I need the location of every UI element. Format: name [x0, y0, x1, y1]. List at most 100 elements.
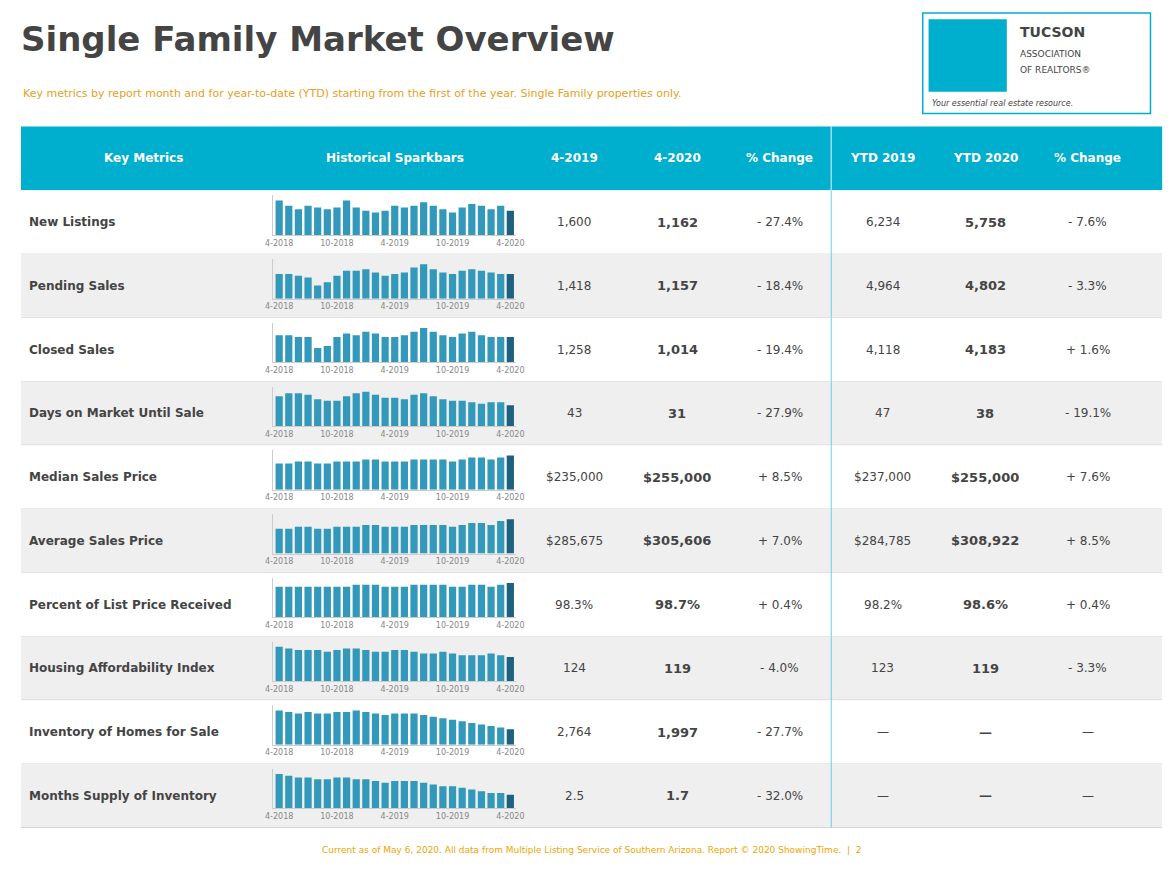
svg-text:YTD 2019: YTD 2019: [850, 151, 915, 165]
svg-text:4-2020: 4-2020: [496, 366, 524, 375]
svg-text:1,997: 1,997: [657, 725, 698, 740]
svg-text:4-2019: 4-2019: [381, 430, 409, 439]
svg-text:+ 8.5%: + 8.5%: [758, 470, 802, 484]
svg-text:—: —: [877, 725, 889, 739]
svg-text:Months Supply of Inventory: Months Supply of Inventory: [29, 789, 217, 803]
svg-text:4-2018: 4-2018: [265, 812, 293, 821]
svg-text:4-2019: 4-2019: [381, 493, 409, 502]
svg-text:2.5: 2.5: [565, 789, 584, 803]
svg-text:10-2018: 10-2018: [320, 430, 353, 439]
svg-text:- 18.4%: - 18.4%: [757, 279, 803, 293]
svg-text:10-2019: 10-2019: [436, 493, 469, 502]
svg-text:4,183: 4,183: [965, 342, 1006, 357]
svg-text:4-2018: 4-2018: [265, 621, 293, 630]
svg-text:47: 47: [875, 406, 890, 420]
svg-text:- 27.4%: - 27.4%: [757, 215, 803, 229]
svg-text:123: 123: [871, 661, 894, 675]
svg-text:- 27.9%: - 27.9%: [757, 406, 803, 420]
svg-text:10-2019: 10-2019: [436, 366, 469, 375]
svg-text:- 32.0%: - 32.0%: [757, 789, 803, 803]
svg-text:10-2019: 10-2019: [436, 557, 469, 566]
svg-text:Pending Sales: Pending Sales: [29, 279, 125, 293]
svg-text:4-2018: 4-2018: [265, 302, 293, 311]
svg-text:- 27.7%: - 27.7%: [757, 725, 803, 739]
svg-text:4-2019: 4-2019: [381, 685, 409, 694]
svg-text:4-2020: 4-2020: [496, 557, 524, 566]
svg-text:Average Sales Price: Average Sales Price: [29, 534, 163, 548]
svg-text:4-2020: 4-2020: [496, 302, 524, 311]
svg-text:+ 0.4%: + 0.4%: [758, 598, 802, 612]
svg-text:98.7%: 98.7%: [655, 597, 700, 612]
svg-text:4-2020: 4-2020: [496, 812, 524, 821]
svg-text:Key Metrics: Key Metrics: [104, 151, 183, 165]
svg-text:- 4.0%: - 4.0%: [760, 661, 799, 675]
svg-text:+ 0.4%: + 0.4%: [1066, 598, 1110, 612]
svg-text:4-2018: 4-2018: [265, 239, 293, 248]
svg-text:$308,922: $308,922: [951, 533, 1019, 548]
svg-text:98.6%: 98.6%: [963, 597, 1008, 612]
svg-text:New Listings: New Listings: [29, 215, 115, 229]
svg-text:10-2019: 10-2019: [436, 302, 469, 311]
svg-text:4-2018: 4-2018: [265, 748, 293, 757]
svg-text:Inventory of Homes for Sale: Inventory of Homes for Sale: [29, 725, 219, 739]
svg-text:Closed Sales: Closed Sales: [29, 343, 114, 357]
svg-text:Housing Affordability Index: Housing Affordability Index: [29, 661, 215, 675]
svg-text:10-2018: 10-2018: [320, 302, 353, 311]
svg-text:% Change: % Change: [746, 151, 813, 165]
svg-text:10-2018: 10-2018: [320, 812, 353, 821]
svg-text:- 7.6%: - 7.6%: [1068, 215, 1107, 229]
svg-text:- 3.3%: - 3.3%: [1068, 661, 1107, 675]
svg-text:Percent of List Price Received: Percent of List Price Received: [29, 598, 232, 612]
svg-text:4,802: 4,802: [965, 278, 1006, 293]
svg-text:4-2019: 4-2019: [381, 239, 409, 248]
svg-text:1,418: 1,418: [557, 279, 591, 293]
svg-text:2,764: 2,764: [557, 725, 591, 739]
svg-text:1.7: 1.7: [666, 788, 689, 803]
svg-text:—: —: [877, 789, 889, 803]
svg-text:4-2020: 4-2020: [496, 748, 524, 757]
svg-text:31: 31: [668, 406, 686, 421]
svg-text:1,014: 1,014: [657, 342, 698, 357]
svg-text:4-2019: 4-2019: [381, 812, 409, 821]
svg-text:10-2018: 10-2018: [320, 493, 353, 502]
svg-text:Current as of May 6, 2020. All: Current as of May 6, 2020. All data from…: [322, 845, 861, 855]
svg-text:10-2018: 10-2018: [320, 685, 353, 694]
svg-text:10-2018: 10-2018: [320, 239, 353, 248]
svg-text:4-2019: 4-2019: [551, 151, 598, 165]
svg-text:$255,000: $255,000: [951, 470, 1019, 485]
svg-text:4-2020: 4-2020: [496, 621, 524, 630]
svg-text:4,118: 4,118: [866, 343, 900, 357]
svg-text:124: 124: [563, 661, 586, 675]
svg-text:5,758: 5,758: [965, 215, 1006, 230]
svg-text:Historical Sparkbars: Historical Sparkbars: [326, 151, 464, 165]
svg-text:4-2019: 4-2019: [381, 366, 409, 375]
svg-text:119: 119: [664, 661, 691, 676]
svg-text:—: —: [1082, 789, 1094, 803]
svg-text:4-2019: 4-2019: [381, 621, 409, 630]
svg-text:119: 119: [972, 661, 999, 676]
svg-text:10-2018: 10-2018: [320, 621, 353, 630]
svg-text:$237,000: $237,000: [854, 470, 911, 484]
svg-text:Key metrics by report month an: Key metrics by report month and for year…: [23, 87, 681, 100]
svg-text:1,157: 1,157: [657, 278, 698, 293]
svg-text:+ 7.0%: + 7.0%: [758, 534, 802, 548]
svg-text:- 19.4%: - 19.4%: [757, 343, 803, 357]
svg-text:Median Sales Price: Median Sales Price: [29, 470, 157, 484]
svg-text:$284,785: $284,785: [854, 534, 911, 548]
svg-text:10-2019: 10-2019: [436, 685, 469, 694]
svg-text:1,258: 1,258: [557, 343, 591, 357]
svg-text:—: —: [979, 788, 992, 803]
svg-text:- 19.1%: - 19.1%: [1065, 406, 1111, 420]
svg-text:10-2019: 10-2019: [436, 430, 469, 439]
svg-text:4,964: 4,964: [866, 279, 900, 293]
svg-text:$255,000: $255,000: [643, 470, 711, 485]
svg-text:4-2019: 4-2019: [381, 748, 409, 757]
svg-text:10-2019: 10-2019: [436, 812, 469, 821]
svg-text:+ 1.6%: + 1.6%: [1066, 343, 1110, 357]
svg-text:10-2018: 10-2018: [320, 557, 353, 566]
svg-text:4-2018: 4-2018: [265, 366, 293, 375]
svg-text:% Change: % Change: [1054, 151, 1121, 165]
svg-text:4-2018: 4-2018: [265, 557, 293, 566]
svg-text:1,600: 1,600: [557, 215, 591, 229]
svg-text:$305,606: $305,606: [643, 533, 711, 548]
